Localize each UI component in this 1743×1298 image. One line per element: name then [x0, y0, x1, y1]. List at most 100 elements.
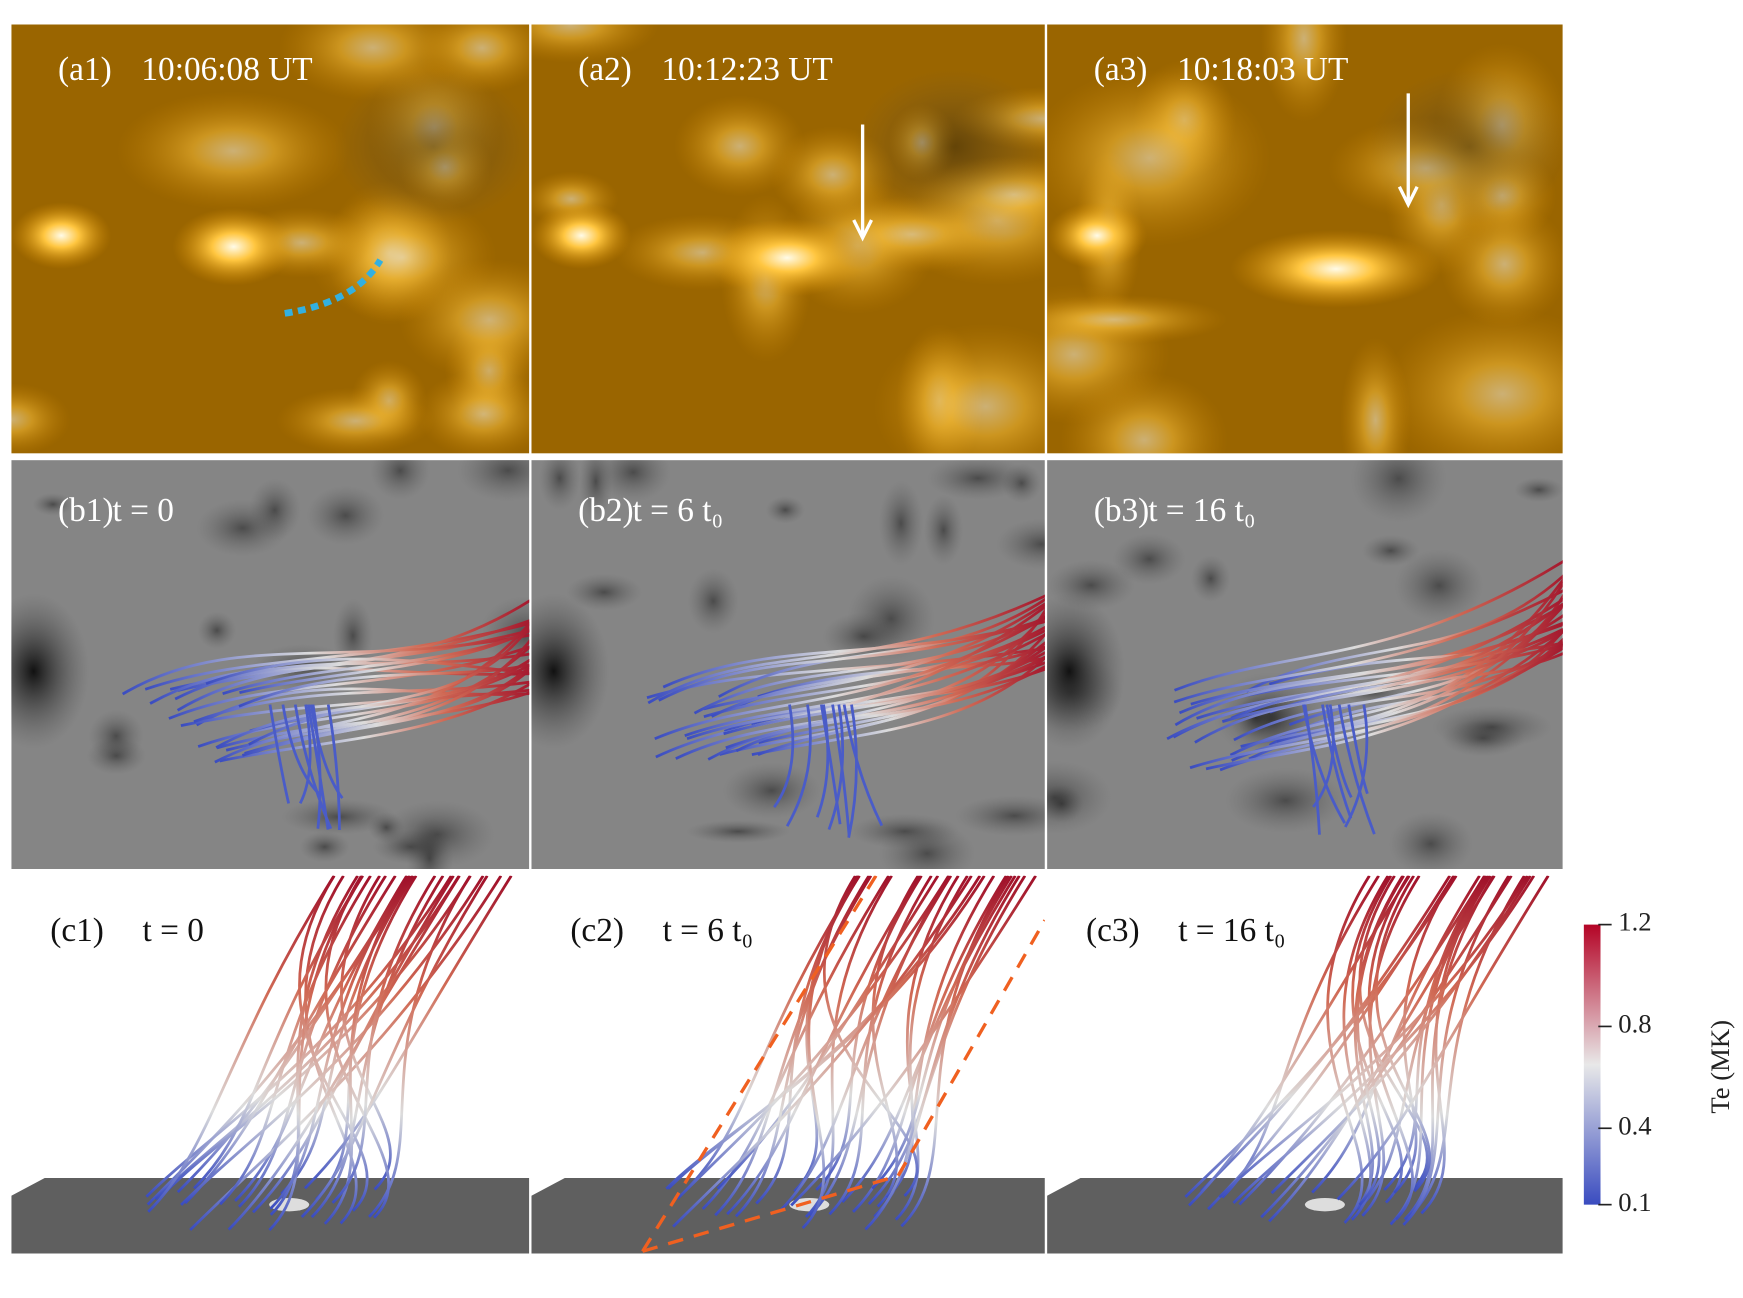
- field-line: [1221, 630, 1563, 723]
- panel-label: (b1): [58, 492, 114, 529]
- panel: (c3) t = 16 t₀: [1047, 875, 1563, 1254]
- panel-time: 10:06:08 UT: [141, 51, 312, 88]
- loop-glow: [1047, 69, 1271, 247]
- field-line: [269, 875, 408, 1210]
- magnetogram-patch: [955, 795, 1045, 837]
- field-line: [655, 605, 1045, 759]
- field-line: [773, 704, 795, 808]
- panel-time: t = 6 t₀: [633, 492, 724, 529]
- magnetogram-patch: [687, 568, 739, 634]
- bright-core: [172, 207, 295, 286]
- colorbar-tick-label: 0.8: [1618, 1009, 1651, 1039]
- loop-glow: [11, 383, 71, 454]
- panel-label: (b2): [578, 492, 634, 529]
- magnetogram-patch: [579, 460, 613, 521]
- field-line: [180, 875, 485, 1206]
- panel-image: [1047, 460, 1563, 870]
- magnetogram-patch: [1047, 760, 1112, 835]
- field-line: [842, 704, 884, 827]
- field-line: [672, 875, 973, 1228]
- field-line: [326, 704, 341, 831]
- magnetogram-patch: [996, 518, 1045, 570]
- field-line: [241, 639, 530, 757]
- dark-region: [333, 68, 530, 225]
- sunspot: [11, 593, 90, 749]
- field-line: [1200, 875, 1451, 1193]
- panel-label: (a3): [1094, 51, 1148, 88]
- magnetogram-patch: [32, 492, 74, 516]
- field-line: [1367, 875, 1414, 1221]
- field-line: [1230, 614, 1563, 720]
- panel-label: (c1): [50, 912, 104, 949]
- magnetogram-patch: [406, 816, 454, 870]
- field-line: [193, 680, 530, 724]
- panel-image: [1047, 875, 1563, 1254]
- surface-slab: [531, 1177, 1045, 1254]
- magnetogram-patch: [1190, 555, 1231, 603]
- field-line: [1188, 875, 1411, 1207]
- magnetogram-patch: [88, 709, 144, 763]
- magnetogram-patch: [765, 496, 805, 524]
- panel: (a1) 10:06:08 UT: [11, 24, 530, 454]
- field-line: [121, 633, 530, 696]
- loop-glow: [873, 323, 1045, 454]
- field-line: [725, 665, 1045, 750]
- field-line: [847, 704, 858, 838]
- field-line: [801, 875, 859, 1230]
- field-line: [1302, 704, 1346, 824]
- field-line: [1232, 875, 1536, 1204]
- magnetogram-patch: [1431, 705, 1553, 749]
- field-line: [815, 704, 830, 818]
- field-line: [686, 661, 1045, 741]
- panel-label: (b3): [1094, 492, 1150, 529]
- field-line: [676, 875, 950, 1200]
- field-line: [654, 616, 1045, 741]
- field-line: [248, 624, 530, 746]
- field-line: [1260, 875, 1513, 1219]
- panel: (b1)t = 0: [11, 460, 530, 870]
- field-line: [1383, 875, 1486, 1191]
- panels: (a1) 10:06:08 UT (a2) 10:12:23 UT (a3) 10:18:…: [11, 24, 1563, 1254]
- field-line: [184, 875, 397, 1205]
- panel: (c1) t = 0: [11, 875, 530, 1254]
- field-line: [841, 875, 1017, 1203]
- loop-glow: [1047, 294, 1228, 345]
- surface-slab: [1047, 1177, 1563, 1254]
- magnetogram-patch: [566, 573, 643, 611]
- magnetogram-patch: [1514, 477, 1563, 503]
- loop-glow: [1380, 308, 1563, 454]
- field-line: [658, 617, 1045, 702]
- field-line: [1189, 646, 1563, 770]
- field-line: [222, 629, 530, 696]
- field-line: [831, 704, 851, 836]
- magnetogram-patch: [1350, 460, 1447, 523]
- field-line: [303, 875, 513, 1190]
- magnetogram-patch: [457, 460, 530, 502]
- field-line: [331, 875, 437, 1204]
- panel-image: [11, 460, 530, 870]
- magnetogram-patch: [538, 460, 581, 511]
- magnetogram-patch: [1112, 533, 1186, 585]
- field-line: [293, 704, 333, 830]
- field-line: [1233, 643, 1563, 742]
- panel-image: [531, 24, 1045, 454]
- field-line: [1205, 630, 1563, 771]
- loop-glow: [417, 369, 530, 454]
- field-line: [205, 657, 530, 686]
- bright-core: [1047, 202, 1148, 269]
- magnetogram-patch: [1361, 534, 1420, 567]
- magnetogram-patch: [685, 819, 791, 843]
- panel-time: t = 6 t₀: [663, 912, 754, 949]
- field-line: [304, 875, 358, 1225]
- panel: (c2) t = 6 t₀: [531, 875, 1045, 1254]
- field-line: [718, 597, 1045, 698]
- magnetogram-patch: [197, 611, 237, 650]
- arrow-head: [1397, 185, 1419, 209]
- field-line: [311, 704, 322, 829]
- colorbar-label: Te (MK): [1705, 1020, 1735, 1114]
- magnetogram-patch: [878, 822, 976, 870]
- dark-region: [853, 68, 1045, 225]
- surface-spot: [1304, 1197, 1345, 1212]
- field-line: [684, 633, 1045, 738]
- panel-image: [11, 875, 530, 1254]
